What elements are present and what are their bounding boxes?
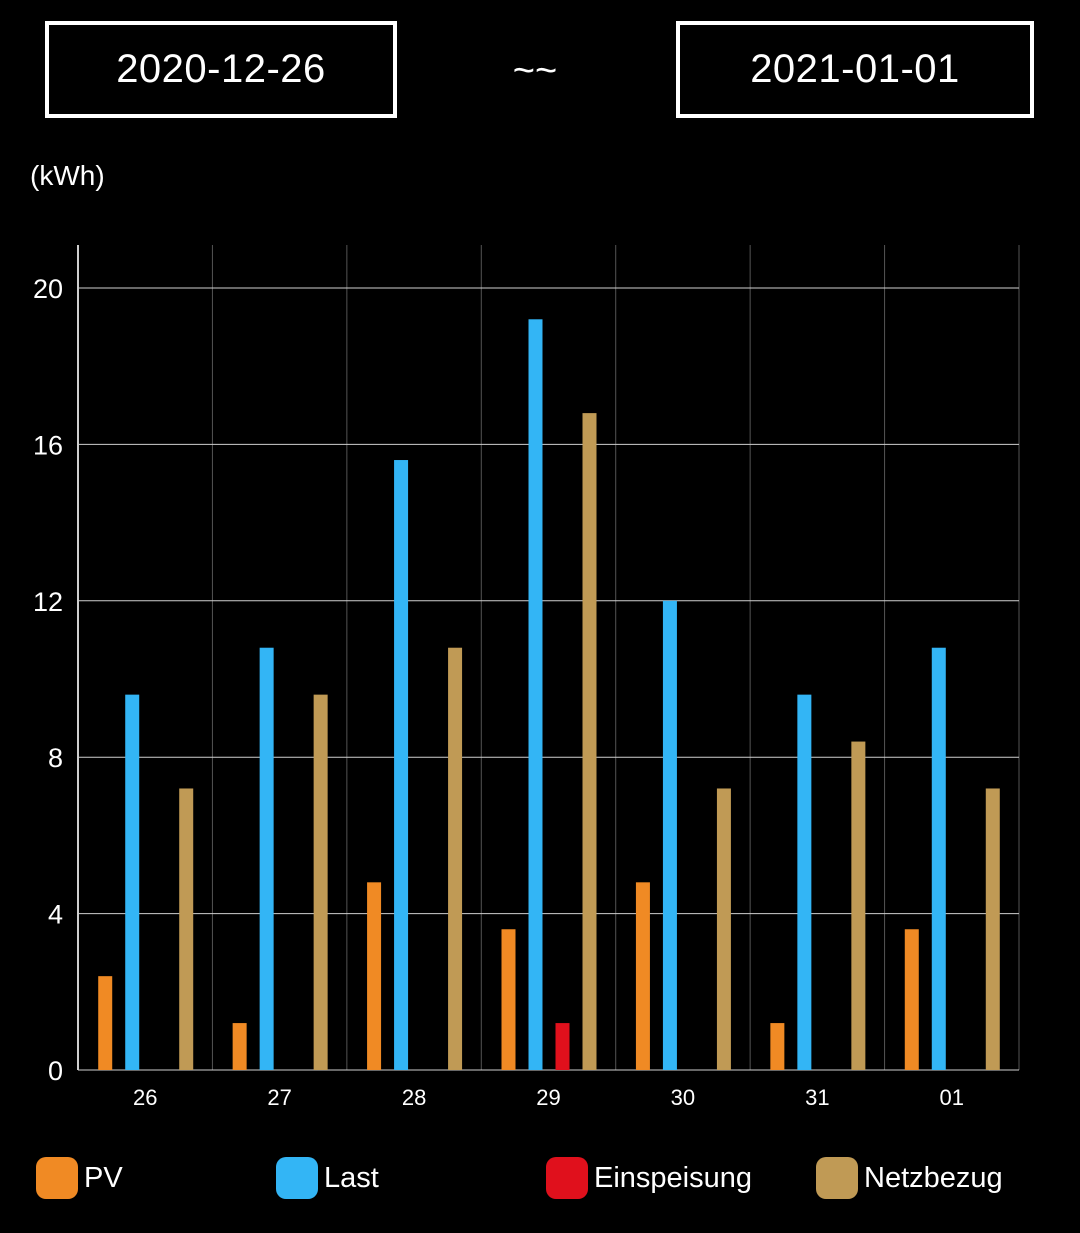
bar-last-29 xyxy=(528,319,543,1070)
bar-pv-28 xyxy=(367,882,382,1070)
legend-swatch-last xyxy=(276,1157,318,1199)
y-tick-label: 0 xyxy=(48,1056,63,1086)
y-tick-label: 12 xyxy=(33,587,63,617)
y-tick-label: 4 xyxy=(48,900,63,930)
bar-chart: 0 4 8 12 16 20 26 27 28 29 30 31 01 xyxy=(33,245,1020,1110)
x-tick-label: 30 xyxy=(671,1085,695,1110)
legend-item-pv: PV xyxy=(36,1157,123,1199)
x-tick-label: 28 xyxy=(402,1085,426,1110)
bar-last-31 xyxy=(797,694,812,1070)
legend-label-netzbezug: Netzbezug xyxy=(864,1161,1003,1194)
bar-pv-01 xyxy=(904,929,919,1070)
y-tick-label: 8 xyxy=(48,743,63,773)
bar-last-01 xyxy=(931,647,946,1070)
bar-einspeisung-29 xyxy=(555,1023,570,1070)
bar-netzbezug-27 xyxy=(313,694,328,1070)
bar-last-30 xyxy=(662,600,677,1070)
x-tick-label: 29 xyxy=(536,1085,560,1110)
start-date-button[interactable]: 2020-12-26 xyxy=(45,21,397,118)
date-range-separator: ~~ xyxy=(512,50,558,92)
y-axis-unit-label: (kWh) xyxy=(30,160,105,191)
legend-item-einspeisung: Einspeisung xyxy=(546,1157,752,1199)
bar-last-26 xyxy=(125,694,140,1070)
bar-pv-30 xyxy=(635,882,650,1070)
legend-item-netzbezug: Netzbezug xyxy=(816,1157,1003,1199)
bar-netzbezug-01 xyxy=(985,788,1000,1070)
x-tick-label: 26 xyxy=(133,1085,157,1110)
legend-label-einspeisung: Einspeisung xyxy=(594,1161,752,1194)
x-tick-label: 27 xyxy=(267,1085,291,1110)
bar-pv-29 xyxy=(501,929,516,1070)
bar-netzbezug-28 xyxy=(448,647,463,1070)
bar-netzbezug-30 xyxy=(716,788,731,1070)
legend-label-pv: PV xyxy=(84,1161,123,1194)
x-tick-label: 01 xyxy=(940,1085,964,1110)
bar-last-28 xyxy=(394,460,409,1070)
bar-last-27 xyxy=(259,647,274,1070)
x-tick-label: 31 xyxy=(805,1085,829,1110)
legend-swatch-pv xyxy=(36,1157,78,1199)
legend-swatch-netzbezug xyxy=(816,1157,858,1199)
bar-pv-31 xyxy=(770,1023,785,1070)
legend-label-last: Last xyxy=(324,1161,379,1194)
end-date-button[interactable]: 2021-01-01 xyxy=(676,21,1034,118)
legend-item-last: Last xyxy=(276,1157,379,1199)
legend-swatch-einspeisung xyxy=(546,1157,588,1199)
bar-netzbezug-29 xyxy=(582,413,597,1070)
bar-netzbezug-31 xyxy=(851,741,866,1070)
bar-pv-27 xyxy=(232,1023,247,1070)
y-tick-label: 16 xyxy=(33,430,63,460)
bar-netzbezug-26 xyxy=(179,788,194,1070)
y-tick-label: 20 xyxy=(33,274,63,304)
bar-pv-26 xyxy=(98,976,113,1070)
